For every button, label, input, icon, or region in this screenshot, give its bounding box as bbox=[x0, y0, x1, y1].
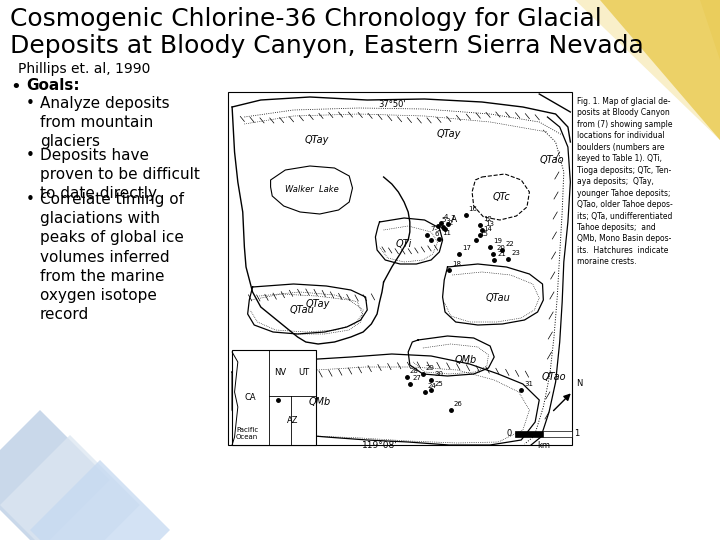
Text: QTao: QTao bbox=[541, 372, 567, 382]
Text: 21: 21 bbox=[498, 251, 506, 257]
Text: Deposits have
proven to be difficult
to date directly: Deposits have proven to be difficult to … bbox=[40, 148, 200, 201]
Polygon shape bbox=[0, 435, 140, 540]
Text: QTao: QTao bbox=[539, 155, 564, 165]
Text: 2: 2 bbox=[448, 220, 452, 226]
Text: 16: 16 bbox=[469, 206, 477, 212]
Polygon shape bbox=[271, 166, 353, 214]
Text: 19: 19 bbox=[493, 238, 502, 244]
Text: Correlate timing of
glaciations with
peaks of global ice
volumes inferred
from t: Correlate timing of glaciations with pea… bbox=[40, 192, 184, 322]
Text: QTc: QTc bbox=[492, 192, 510, 202]
Polygon shape bbox=[0, 410, 110, 540]
Bar bbox=[232, 350, 317, 445]
Text: Cosmogenic Chlorine-36 Chronology for Glacial: Cosmogenic Chlorine-36 Chronology for Gl… bbox=[10, 7, 602, 31]
Text: 7-10: 7-10 bbox=[430, 226, 446, 232]
Text: 24: 24 bbox=[428, 383, 436, 389]
Bar bbox=[515, 431, 544, 437]
Text: 28: 28 bbox=[410, 368, 418, 374]
Text: 18: 18 bbox=[452, 261, 461, 267]
Text: Pacific
Ocean: Pacific Ocean bbox=[236, 427, 258, 440]
Text: 31: 31 bbox=[524, 381, 534, 387]
Polygon shape bbox=[30, 460, 170, 540]
Text: QMb: QMb bbox=[454, 355, 477, 365]
Text: 23: 23 bbox=[511, 250, 520, 256]
Text: •: • bbox=[26, 192, 35, 207]
Text: QTau: QTau bbox=[486, 293, 510, 303]
Text: 119°08': 119°08' bbox=[361, 441, 397, 450]
Text: 13: 13 bbox=[485, 221, 494, 227]
Text: 0: 0 bbox=[506, 429, 512, 438]
Text: UT: UT bbox=[298, 368, 310, 377]
Text: 12: 12 bbox=[483, 216, 492, 222]
Text: 15: 15 bbox=[480, 231, 488, 237]
Text: km: km bbox=[537, 441, 550, 450]
Text: Phillips et. al, 1990: Phillips et. al, 1990 bbox=[18, 62, 150, 76]
Text: 22: 22 bbox=[505, 241, 514, 247]
Text: 11: 11 bbox=[442, 230, 451, 236]
Text: AZ: AZ bbox=[287, 416, 299, 425]
Text: N: N bbox=[576, 380, 582, 388]
Text: QMb: QMb bbox=[309, 397, 331, 407]
Text: A: A bbox=[451, 215, 457, 225]
Text: •: • bbox=[26, 148, 35, 163]
Text: 17: 17 bbox=[462, 245, 471, 251]
Text: Deposits at Bloody Canyon, Eastern Sierra Nevada: Deposits at Bloody Canyon, Eastern Sierr… bbox=[10, 34, 644, 58]
Text: Analyze deposits
from mountain
glaciers: Analyze deposits from mountain glaciers bbox=[40, 96, 170, 150]
Text: •: • bbox=[26, 96, 35, 111]
Text: 30: 30 bbox=[434, 371, 443, 377]
Text: Goals:: Goals: bbox=[26, 78, 80, 93]
Text: 37°50': 37°50' bbox=[378, 100, 405, 109]
Polygon shape bbox=[600, 0, 720, 140]
Text: 27: 27 bbox=[413, 375, 422, 381]
Text: 29: 29 bbox=[426, 365, 435, 371]
Text: 14: 14 bbox=[483, 226, 492, 232]
Bar bbox=[544, 431, 572, 437]
Text: •: • bbox=[10, 78, 21, 96]
Text: CA: CA bbox=[245, 393, 256, 402]
Text: QTi: QTi bbox=[396, 239, 413, 249]
Text: 25: 25 bbox=[434, 381, 443, 387]
Text: Walker  Lake: Walker Lake bbox=[286, 186, 339, 194]
Text: QTay: QTay bbox=[437, 129, 462, 139]
Polygon shape bbox=[575, 0, 720, 140]
Text: 1: 1 bbox=[574, 429, 580, 438]
Text: 1: 1 bbox=[451, 215, 455, 221]
Text: 3: 3 bbox=[446, 218, 450, 224]
Text: 26: 26 bbox=[454, 401, 463, 407]
Text: 4: 4 bbox=[444, 214, 449, 220]
Text: Fig. 1. Map of glacial de-
posits at Bloody Canyon
from (7) showing sample
locat: Fig. 1. Map of glacial de- posits at Blo… bbox=[577, 97, 672, 266]
Text: 20: 20 bbox=[496, 245, 505, 251]
Text: 5: 5 bbox=[441, 217, 446, 223]
Text: QTau: QTau bbox=[289, 305, 314, 315]
Bar bbox=[228, 92, 572, 445]
Text: QTay: QTay bbox=[306, 299, 330, 309]
Text: NV: NV bbox=[274, 368, 287, 377]
Text: QTay: QTay bbox=[305, 135, 328, 145]
Text: 6: 6 bbox=[434, 231, 438, 237]
